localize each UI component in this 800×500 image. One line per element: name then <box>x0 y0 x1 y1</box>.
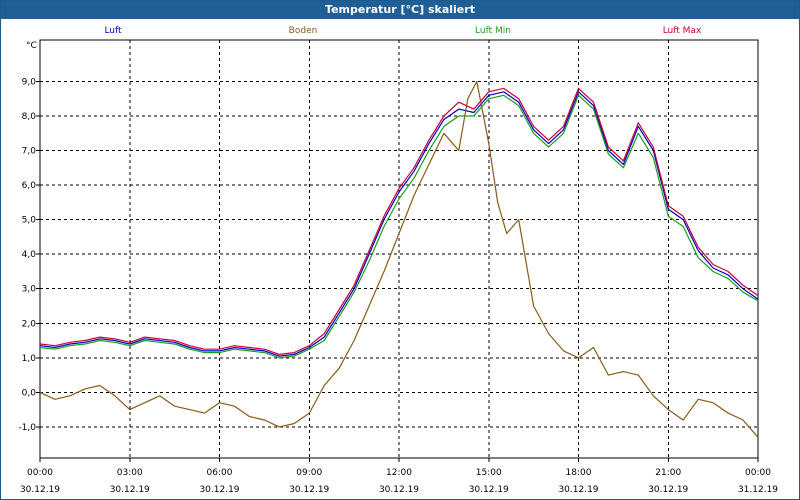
y-tick-label: 1,0 <box>22 354 37 364</box>
x-tick-date: 30.12.19 <box>469 485 509 495</box>
series-line-3 <box>39 94 759 359</box>
x-tick-date: 30.12.19 <box>558 485 598 495</box>
y-tick-label: 6,0 <box>22 181 37 191</box>
x-tick-date: 30.12.19 <box>289 485 329 495</box>
legend: Luft Boden Luft Min Luft Max <box>104 26 702 36</box>
x-tick-date: 30.12.19 <box>379 485 419 495</box>
x-tick-date: 30.12.19 <box>110 485 150 495</box>
x-tick-time: 09:00 <box>296 468 322 478</box>
y-tick-label: 2,0 <box>22 319 37 329</box>
series-line-1 <box>39 91 759 357</box>
y-tick-label: 9,0 <box>22 77 37 87</box>
x-tick-time: 00:00 <box>27 468 53 478</box>
y-tick-label: 7,0 <box>22 147 37 157</box>
x-tick-date: 30.12.19 <box>648 485 688 495</box>
y-tick-label: -1,0 <box>18 423 36 433</box>
series-lines <box>39 80 759 438</box>
x-tick-date: 31.12.19 <box>738 485 778 495</box>
y-tick-label: 3,0 <box>22 285 37 295</box>
y-tick-label: 0,0 <box>22 388 37 398</box>
x-tick-time: 12:00 <box>386 468 412 478</box>
legend-entry-4: Luft Max <box>663 26 702 36</box>
x-tick-date: 30.12.19 <box>20 485 60 495</box>
y-tick-label: 8,0 <box>22 112 37 122</box>
legend-entry-3: Luft Min <box>475 26 511 36</box>
series-line-2 <box>39 80 759 438</box>
x-tick-time: 18:00 <box>566 468 592 478</box>
y-tick-label: 5,0 <box>22 216 37 226</box>
legend-entry-2: Boden <box>289 26 318 36</box>
x-tick-time: 21:00 <box>655 468 681 478</box>
x-tick-time: 00:00 <box>745 468 771 478</box>
x-axis-ticks: 00:00 30.12.19 03:00 30.12.19 06:00 30.12.19 0… <box>20 458 778 495</box>
legend-entry-1: Luft <box>104 26 122 36</box>
series-line-4 <box>39 87 759 355</box>
x-tick-time: 03:00 <box>117 468 143 478</box>
gridlines <box>40 40 758 458</box>
y-tick-label: 4,0 <box>22 250 37 260</box>
y-axis-ticks: 9,0 8,0 7,0 6,0 5,0 4,0 3,0 2,0 1,0 0,0 -1,0 <box>18 77 40 433</box>
x-tick-time: 15:00 <box>476 468 502 478</box>
x-tick-date: 30.12.19 <box>199 485 239 495</box>
x-tick-time: 06:00 <box>207 468 233 478</box>
y-axis-label: °C <box>26 41 37 51</box>
chart-title: Temperatur [°C] skaliert <box>1 1 799 19</box>
